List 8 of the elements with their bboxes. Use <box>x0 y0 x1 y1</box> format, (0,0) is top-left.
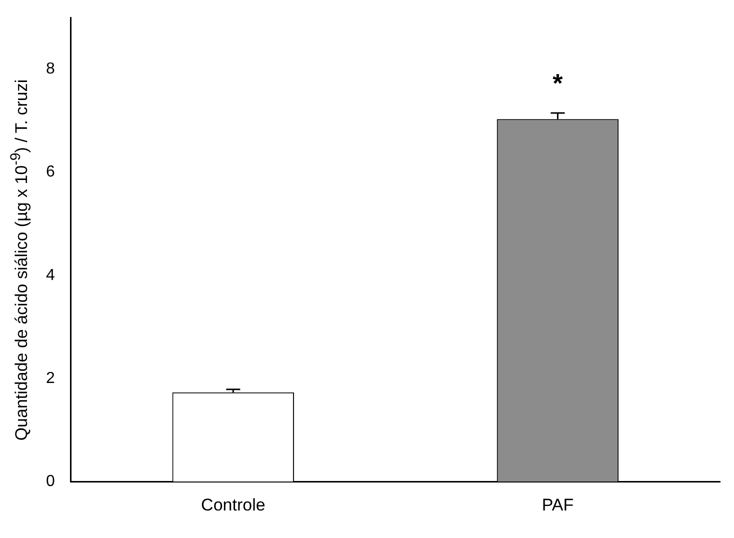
y-tick-label: 2 <box>46 370 55 387</box>
x-tick-label: Controle <box>201 495 266 514</box>
x-tick-label: PAF <box>542 495 574 514</box>
y-tick-label: 4 <box>46 266 55 284</box>
y-tick-label: 0 <box>46 473 55 490</box>
y-tick-label: 8 <box>46 60 55 78</box>
y-tick-label: 6 <box>46 164 55 181</box>
annotation: * <box>552 68 564 98</box>
